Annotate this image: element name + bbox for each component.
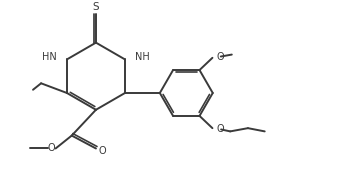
Text: O: O (48, 144, 56, 153)
Text: NH: NH (135, 52, 149, 62)
Text: O: O (217, 124, 225, 134)
Text: O: O (99, 146, 106, 156)
Text: HN: HN (42, 52, 57, 62)
Text: S: S (93, 2, 99, 12)
Text: O: O (217, 51, 225, 61)
